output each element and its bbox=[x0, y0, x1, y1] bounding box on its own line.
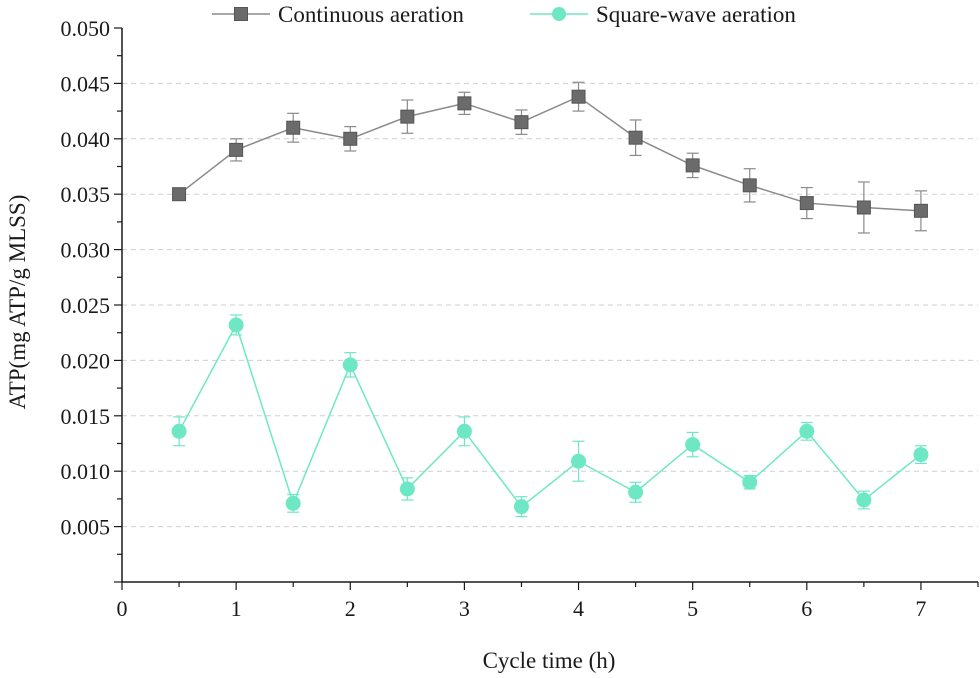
y-tick-label: 0.050 bbox=[61, 16, 111, 41]
legend-label: Continuous aeration bbox=[278, 2, 464, 27]
data-point bbox=[913, 203, 928, 218]
series-square-wave-aeration bbox=[171, 314, 929, 518]
data-point bbox=[343, 131, 358, 146]
y-tick-label: 0.045 bbox=[61, 71, 111, 96]
data-point bbox=[172, 187, 187, 202]
data-point bbox=[571, 453, 587, 469]
data-point bbox=[742, 178, 757, 193]
x-tick-label: 0 bbox=[117, 596, 128, 621]
data-point bbox=[742, 474, 758, 490]
data-point bbox=[285, 495, 301, 511]
data-point bbox=[457, 96, 472, 111]
y-tick-label: 0.040 bbox=[61, 127, 111, 152]
legend-marker bbox=[234, 7, 248, 21]
y-tick-label: 0.015 bbox=[61, 404, 111, 429]
y-tick-label: 0.020 bbox=[61, 348, 111, 373]
data-point bbox=[286, 120, 301, 135]
y-tick-label: 0.005 bbox=[61, 515, 111, 540]
data-point bbox=[513, 499, 529, 515]
x-tick-label: 1 bbox=[231, 596, 242, 621]
legend-label: Square-wave aeration bbox=[596, 2, 796, 27]
series-line bbox=[178, 323, 922, 508]
series-layer bbox=[171, 81, 929, 518]
data-point bbox=[571, 89, 586, 104]
data-point bbox=[399, 481, 415, 497]
data-point bbox=[856, 492, 872, 508]
data-point bbox=[456, 423, 472, 439]
data-point bbox=[228, 317, 244, 333]
data-point bbox=[628, 130, 643, 145]
y-tick-label: 0.010 bbox=[61, 459, 111, 484]
data-point bbox=[856, 200, 871, 215]
data-point bbox=[628, 484, 644, 500]
legend-item-square-wave-aeration: Square-wave aeration bbox=[530, 2, 796, 27]
x-tick-label: 7 bbox=[915, 596, 926, 621]
data-point bbox=[799, 196, 814, 211]
data-point bbox=[400, 109, 415, 124]
series-line bbox=[178, 95, 921, 212]
x-tick-label: 5 bbox=[687, 596, 698, 621]
legend: Continuous aeration Square-wave aeration bbox=[212, 2, 796, 27]
data-point bbox=[229, 142, 244, 157]
data-point bbox=[685, 158, 700, 173]
x-tick-label: 3 bbox=[459, 596, 470, 621]
data-point bbox=[171, 423, 187, 439]
legend-item-continuous-aeration: Continuous aeration bbox=[212, 2, 464, 27]
x-tick-label: 2 bbox=[345, 596, 356, 621]
x-tick-label: 4 bbox=[573, 596, 584, 621]
grid-lines bbox=[122, 82, 978, 528]
data-point bbox=[913, 447, 929, 463]
tick-labels: 0.005 0.010 0.015 0.020 0.025 0.030 0.035 0.040… bbox=[61, 16, 927, 621]
series-continuous-aeration bbox=[172, 81, 928, 234]
y-tick-label: 0.035 bbox=[61, 182, 111, 207]
y-tick-label: 0.025 bbox=[61, 293, 111, 318]
data-point bbox=[342, 357, 358, 373]
data-point bbox=[685, 437, 701, 453]
y-tick-label: 0.030 bbox=[61, 238, 111, 263]
y-axis-title: ATP(mg ATP/g MLSS) bbox=[5, 195, 30, 410]
data-point bbox=[799, 423, 815, 439]
legend-marker bbox=[552, 7, 566, 21]
x-tick-label: 6 bbox=[801, 596, 812, 621]
axes bbox=[114, 27, 979, 590]
data-point bbox=[514, 115, 529, 130]
x-axis-title: Cycle time (h) bbox=[483, 648, 616, 673]
